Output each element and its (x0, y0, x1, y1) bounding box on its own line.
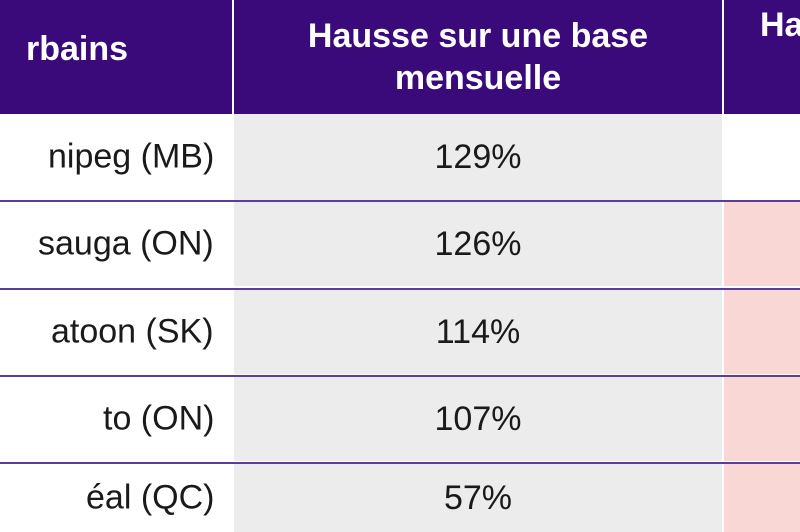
monthly-increase-value: 126% (434, 224, 522, 263)
third-column-cell (724, 202, 800, 286)
city-label: nipeg (MB) (48, 137, 215, 176)
monthly-increase-cell: 126% (234, 202, 724, 286)
monthly-increase-cell: 107% (234, 377, 724, 461)
header-label-third-column: Ha (760, 6, 800, 44)
table-header-row: rbains Hausse sur une base mensuelle Ha (0, 0, 800, 114)
city-cell: sauga (ON) (0, 202, 234, 286)
third-column-cell (724, 114, 800, 200)
city-label: éal (QC) (86, 478, 215, 517)
city-label: sauga (ON) (38, 224, 214, 263)
header-label-urban-centres: rbains (26, 30, 129, 68)
table-row: nipeg (MB) 129% (0, 114, 800, 200)
table-row: atoon (SK) 114% (0, 288, 800, 374)
monthly-increase-value: 107% (434, 399, 522, 438)
third-column-cell (724, 290, 800, 374)
table-row: éal (QC) 57% (0, 462, 800, 532)
header-cell-urban-centres: rbains (0, 0, 234, 114)
monthly-increase-cell: 57% (234, 464, 724, 532)
city-cell: éal (QC) (0, 464, 234, 532)
table-row: to (ON) 107% (0, 375, 800, 461)
monthly-increase-value: 129% (434, 137, 522, 176)
city-label: atoon (SK) (51, 312, 214, 351)
table-row: sauga (ON) 126% (0, 200, 800, 286)
city-cell: atoon (SK) (0, 290, 234, 374)
header-label-monthly-increase: Hausse sur une base mensuelle (307, 17, 649, 97)
third-column-cell (724, 377, 800, 461)
monthly-increase-value: 114% (435, 312, 521, 351)
city-cell: nipeg (MB) (0, 114, 234, 200)
third-column-cell (724, 464, 800, 532)
city-label: to (ON) (103, 399, 215, 438)
header-cell-third-column: Ha (724, 0, 800, 114)
monthly-increase-cell: 129% (234, 114, 724, 200)
city-cell: to (ON) (0, 377, 234, 461)
monthly-increase-value: 57% (443, 478, 513, 517)
header-cell-monthly-increase: Hausse sur une base mensuelle (234, 0, 724, 114)
monthly-increase-cell: 114% (234, 290, 724, 374)
